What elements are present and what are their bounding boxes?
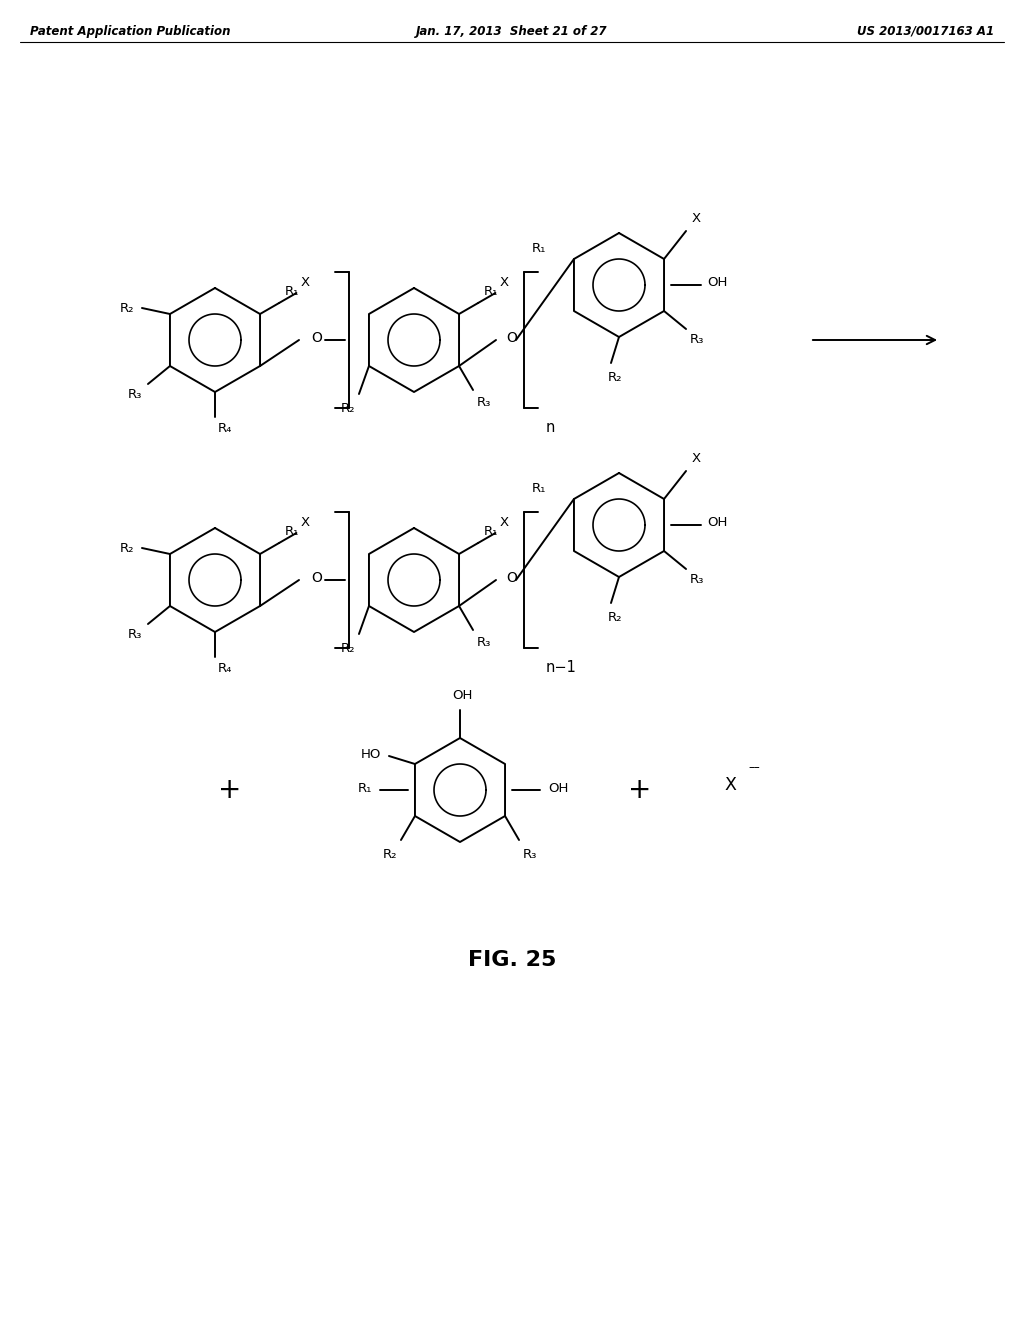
- Text: R₂: R₂: [120, 541, 134, 554]
- Text: R₂: R₂: [120, 301, 134, 314]
- Text: FIG. 25: FIG. 25: [468, 950, 556, 970]
- Text: OH: OH: [707, 276, 727, 289]
- Text: R₃: R₃: [690, 573, 705, 586]
- Text: R₁: R₁: [484, 525, 499, 539]
- Text: R₂: R₂: [383, 847, 397, 861]
- Text: +: +: [218, 776, 242, 804]
- Text: O: O: [506, 331, 517, 345]
- Text: R₃: R₃: [128, 388, 142, 401]
- Text: X: X: [300, 516, 309, 529]
- Text: X: X: [500, 516, 509, 529]
- Text: R₃: R₃: [477, 636, 492, 649]
- Text: O: O: [311, 331, 322, 345]
- Text: X: X: [692, 213, 701, 224]
- Text: X: X: [500, 276, 509, 289]
- Text: OH: OH: [548, 781, 568, 795]
- Text: R₂: R₂: [608, 611, 623, 624]
- Text: R₃: R₃: [128, 628, 142, 642]
- Text: ––: ––: [748, 762, 760, 775]
- Text: n−1: n−1: [546, 660, 577, 675]
- Text: R₁: R₁: [285, 285, 299, 298]
- Text: OH: OH: [707, 516, 727, 529]
- Text: n: n: [546, 420, 555, 436]
- Text: R₄: R₄: [218, 663, 232, 675]
- Text: R₂: R₂: [608, 371, 623, 384]
- Text: R₁: R₁: [285, 525, 299, 539]
- Text: US 2013/0017163 A1: US 2013/0017163 A1: [857, 25, 994, 38]
- Text: R₃: R₃: [477, 396, 492, 409]
- Text: +: +: [629, 776, 651, 804]
- Text: X: X: [724, 776, 736, 795]
- Text: R₃: R₃: [690, 333, 705, 346]
- Text: R₁: R₁: [357, 781, 372, 795]
- Text: X: X: [692, 451, 701, 465]
- Text: R₁: R₁: [531, 483, 546, 495]
- Text: R₃: R₃: [523, 847, 538, 861]
- Text: HO: HO: [360, 747, 381, 760]
- Text: R₂: R₂: [340, 403, 355, 414]
- Text: O: O: [311, 572, 322, 585]
- Text: X: X: [300, 276, 309, 289]
- Text: Patent Application Publication: Patent Application Publication: [30, 25, 230, 38]
- Text: R₂: R₂: [340, 642, 355, 655]
- Text: O: O: [506, 572, 517, 585]
- Text: R₁: R₁: [531, 243, 546, 256]
- Text: R₁: R₁: [484, 285, 499, 298]
- Text: R₄: R₄: [218, 422, 232, 436]
- Text: OH: OH: [452, 689, 472, 702]
- Text: Jan. 17, 2013  Sheet 21 of 27: Jan. 17, 2013 Sheet 21 of 27: [416, 25, 608, 38]
